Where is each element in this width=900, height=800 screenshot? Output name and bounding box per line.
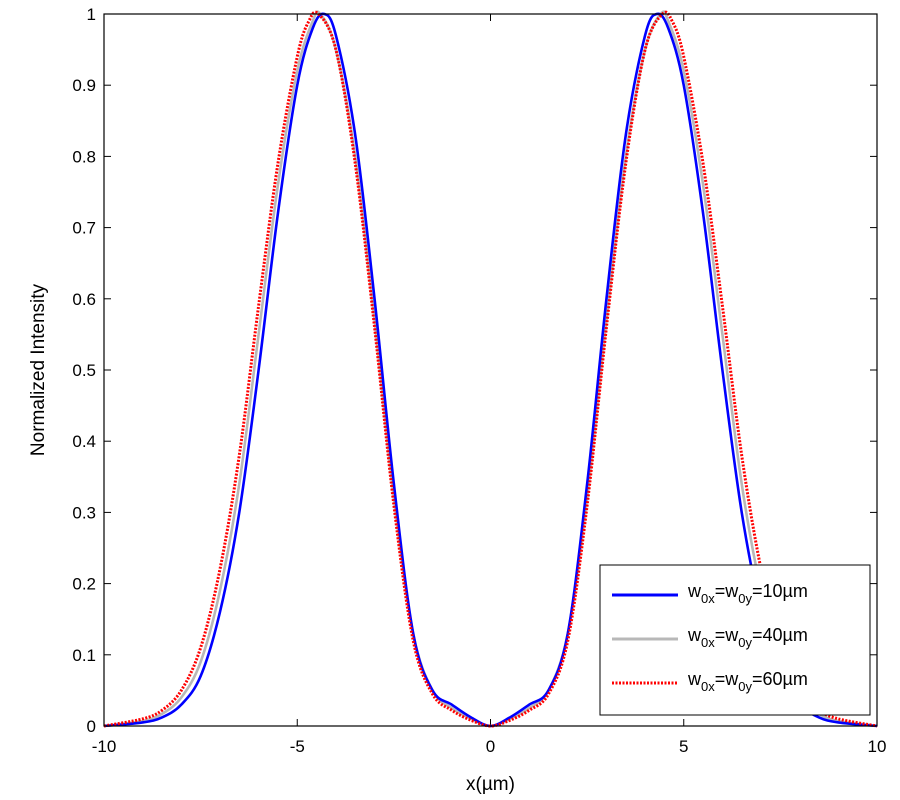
x-tick-label: 5 <box>679 737 688 756</box>
x-tick-label: 10 <box>868 737 887 756</box>
y-tick-label: 0.8 <box>72 147 96 166</box>
axes-group: -10 -5 0 5 10 0 0.1 0.2 0.3 0.4 0.5 0.6 0.7 0.8 0.9 1 <box>72 5 886 756</box>
legend-label-part: 0y <box>738 591 752 606</box>
y-tick-label: 0.9 <box>72 76 96 95</box>
x-tick-label: 0 <box>486 737 495 756</box>
legend-label-2: w0x=w0y=40µm <box>687 625 808 650</box>
legend-label-part: w <box>687 581 702 601</box>
legend-label-part: 0x <box>701 635 715 650</box>
legend-label-3: w0x=w0y=60µm <box>687 669 808 694</box>
plot-frame <box>103 13 878 727</box>
x-axis-label: x(µm) <box>466 774 515 795</box>
legend-label-part: =w <box>715 625 740 645</box>
legend-label-part: =60µm <box>752 669 808 689</box>
y-tick-label: 0.5 <box>72 361 96 380</box>
y-tick-label: 0.2 <box>72 575 96 594</box>
legend-label-part: w <box>687 625 702 645</box>
y-axis-label: Normalized Intensity <box>28 283 49 456</box>
y-tick-label: 1 <box>87 5 96 24</box>
legend-label-part: =10µm <box>752 581 808 601</box>
y-tick-label: 0 <box>87 717 96 736</box>
x-tick-label: -10 <box>92 737 117 756</box>
y-tick-label: 0.4 <box>72 432 96 451</box>
legend-label-part: w <box>687 669 702 689</box>
legend-label-1: w0x=w0y=10µm <box>687 581 808 606</box>
x-tick-label: -5 <box>290 737 305 756</box>
legend-label-part: 0x <box>701 679 715 694</box>
y-tick-label: 0.7 <box>72 219 96 238</box>
legend-label-part: =40µm <box>752 625 808 645</box>
y-tick-label: 0.3 <box>72 503 96 522</box>
legend-label-part: =w <box>715 669 740 689</box>
y-tick-label: 0.6 <box>72 290 96 309</box>
legend-label-part: 0x <box>701 591 715 606</box>
y-tick-label: 0.1 <box>72 646 96 665</box>
legend-label-part: 0y <box>738 679 752 694</box>
legend-label-part: =w <box>715 581 740 601</box>
legend-label-part: 0y <box>738 635 752 650</box>
